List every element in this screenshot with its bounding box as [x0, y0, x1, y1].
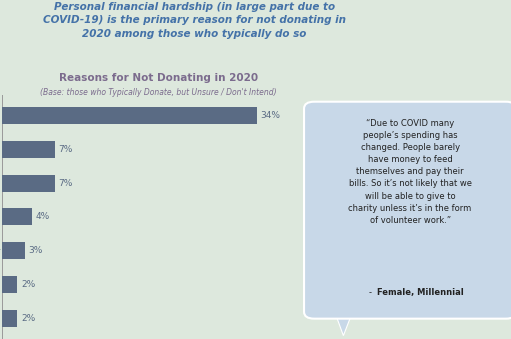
Bar: [2, 208, 32, 225]
Text: 2020 among those who typically do so: 2020 among those who typically do so: [82, 29, 307, 39]
Text: 7%: 7%: [58, 179, 73, 187]
Text: Female, Millennial: Female, Millennial: [377, 287, 463, 297]
Bar: [2, 242, 25, 259]
Text: 3%: 3%: [29, 246, 43, 255]
Text: 7%: 7%: [58, 145, 73, 154]
Text: Personal financial hardship (in large part due to: Personal financial hardship (in large pa…: [54, 2, 335, 12]
Text: “Due to COVID many
people’s spending has
changed. People barely
have money to fe: “Due to COVID many people’s spending has…: [349, 119, 472, 225]
Text: (Base: those who Typically Donate, but Unsure / Don't Intend): (Base: those who Typically Donate, but U…: [40, 87, 277, 97]
Text: 34%: 34%: [261, 111, 281, 120]
Bar: [2, 276, 17, 293]
Text: COVID-19) is the primary reason for not donating in: COVID-19) is the primary reason for not …: [43, 15, 345, 25]
Text: 4%: 4%: [36, 213, 50, 221]
Bar: [2, 175, 55, 192]
Text: 2%: 2%: [21, 314, 35, 323]
Text: Reasons for Not Donating in 2020: Reasons for Not Donating in 2020: [59, 73, 258, 83]
Text: -: -: [368, 287, 374, 297]
Bar: [2, 141, 55, 158]
Text: 2%: 2%: [21, 280, 35, 289]
Bar: [2, 310, 17, 327]
Bar: [2, 107, 257, 124]
